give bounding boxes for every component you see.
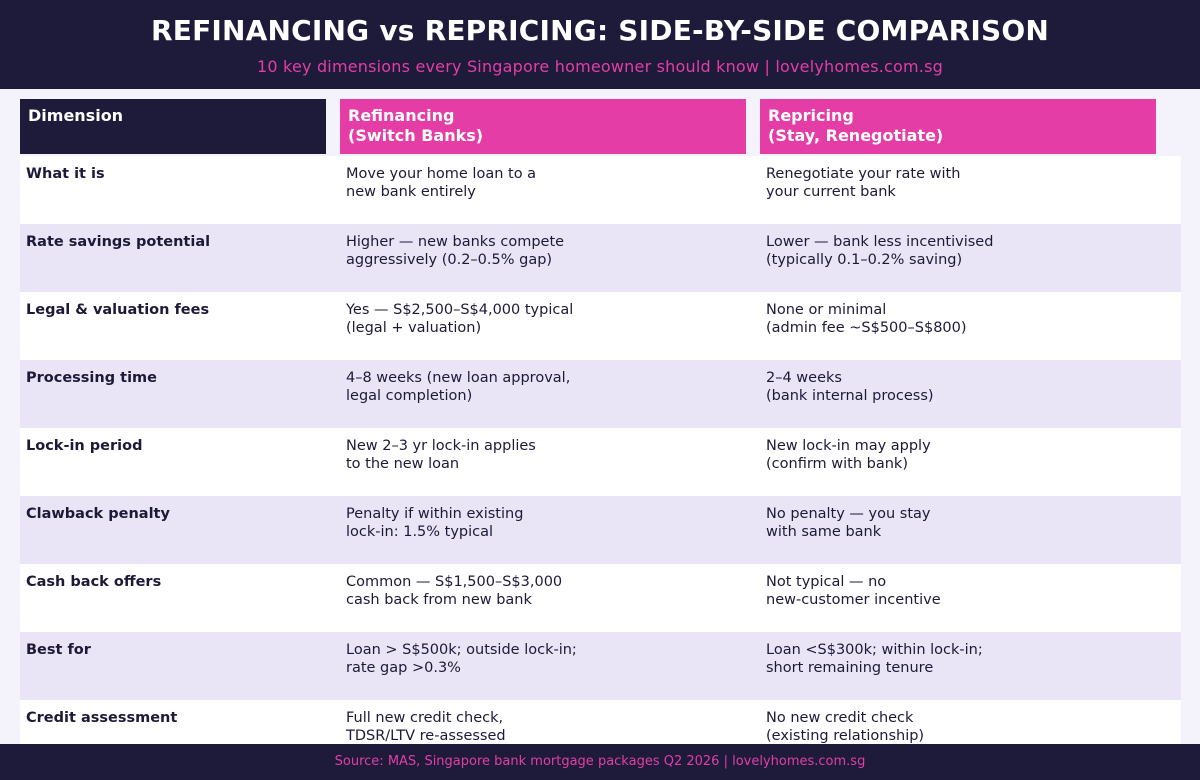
- dimension-cell: Rate savings potential: [26, 234, 211, 250]
- column-header-dimension: Dimension: [20, 99, 326, 154]
- dimension-cell: Processing time: [26, 370, 157, 386]
- repricing-cell: Loan <S$300k; within lock-in; short rema…: [766, 642, 983, 676]
- page-footer: Source: MAS, Singapore bank mortgage pac…: [0, 744, 1200, 780]
- repricing-cell: None or minimal (admin fee ~S$500–S$800): [766, 302, 967, 336]
- column-header-refinancing: Refinancing (Switch Banks): [340, 99, 746, 154]
- refinancing-cell: Yes — S$2,500–S$4,000 typical (legal + v…: [346, 302, 574, 336]
- refinancing-cell: 4–8 weeks (new loan approval, legal comp…: [346, 370, 571, 404]
- table-row: What it is Move your home loan to a new …: [20, 156, 1181, 224]
- table-row: Legal & valuation fees Yes — S$2,500–S$4…: [20, 292, 1181, 360]
- repricing-cell: No new credit check (existing relationsh…: [766, 710, 925, 744]
- source-note: Source: MAS, Singapore bank mortgage pac…: [334, 754, 866, 769]
- refinancing-cell: Higher — new banks compete aggressively …: [346, 234, 565, 268]
- repricing-cell: 2–4 weeks (bank internal process): [766, 370, 934, 404]
- dimension-cell: Lock-in period: [26, 438, 143, 454]
- repricing-cell: No penalty — you stay with same bank: [766, 506, 931, 540]
- table-row: Cash back offers Common — S$1,500–S$3,00…: [20, 564, 1181, 632]
- refinancing-cell: Common — S$1,500–S$3,000 cash back from …: [346, 574, 563, 608]
- table-row: Credit assessment Full new credit check,…: [20, 700, 1181, 744]
- dimension-cell: Clawback penalty: [26, 506, 170, 522]
- dimension-cell: Cash back offers: [26, 574, 162, 590]
- dimension-cell: What it is: [26, 166, 105, 182]
- repricing-cell: Lower — bank less incentivised (typicall…: [766, 234, 994, 268]
- table-row: Lock-in period New 2–3 yr lock-in applie…: [20, 428, 1181, 496]
- comparison-table: Dimension Refinancing (Switch Banks) Rep…: [0, 89, 1200, 744]
- column-header-repricing: Repricing (Stay, Renegotiate): [760, 99, 1156, 154]
- refinancing-cell: Move your home loan to a new bank entire…: [346, 166, 537, 200]
- refinancing-cell: Penalty if within existing lock-in: 1.5%…: [346, 506, 524, 540]
- refinancing-cell: New 2–3 yr lock-in applies to the new lo…: [346, 438, 536, 472]
- repricing-cell: New lock-in may apply (confirm with bank…: [766, 438, 931, 472]
- refinancing-cell: Full new credit check, TDSR/LTV re-asses…: [346, 710, 506, 744]
- table-row: Rate savings potential Higher — new bank…: [20, 224, 1181, 292]
- dimension-cell: Best for: [26, 642, 91, 658]
- dimension-cell: Legal & valuation fees: [26, 302, 210, 318]
- refinancing-cell: Loan > S$500k; outside lock-in; rate gap…: [346, 642, 577, 676]
- table-row: Best for Loan > S$500k; outside lock-in;…: [20, 632, 1181, 700]
- table-body: What it is Move your home loan to a new …: [20, 156, 1181, 744]
- table-row: Processing time 4–8 weeks (new loan appr…: [20, 360, 1181, 428]
- repricing-cell: Not typical — no new-customer incentive: [766, 574, 941, 608]
- dimension-cell: Credit assessment: [26, 710, 178, 726]
- page-title: REFINANCING vs REPRICING: SIDE-BY-SIDE C…: [151, 14, 1049, 47]
- repricing-cell: Renegotiate your rate with your current …: [766, 166, 961, 200]
- page-subtitle: 10 key dimensions every Singapore homeow…: [257, 57, 943, 76]
- page-header: REFINANCING vs REPRICING: SIDE-BY-SIDE C…: [0, 0, 1200, 89]
- table-row: Clawback penalty Penalty if within exist…: [20, 496, 1181, 564]
